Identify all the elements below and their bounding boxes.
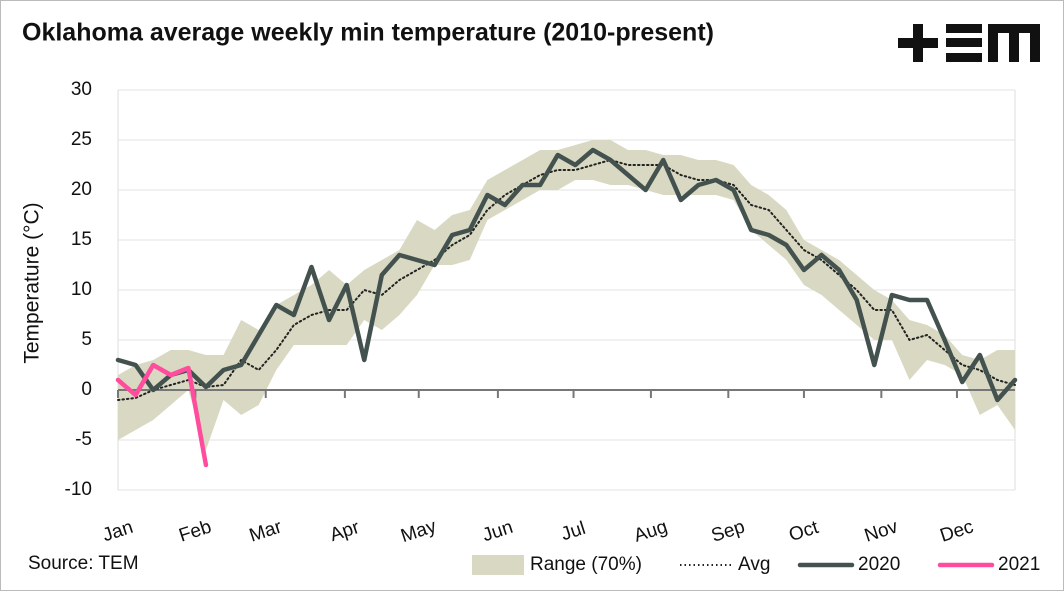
logo xyxy=(898,24,1040,62)
series-line xyxy=(115,362,209,468)
y-tick-label: 0 xyxy=(81,379,92,400)
legend-label: 2020 xyxy=(858,554,900,575)
legend-label: Avg xyxy=(738,554,770,575)
y-tick-label: 20 xyxy=(71,179,92,200)
y-tick-label: 15 xyxy=(71,229,92,250)
y-tick-label: 25 xyxy=(71,129,92,150)
source: Source: TEM xyxy=(28,553,139,574)
range-band xyxy=(118,140,1015,450)
y-axis-label: Temperature (°C) xyxy=(21,202,44,363)
legend-label: 2021 xyxy=(998,554,1040,575)
legend-label: Range (70%) xyxy=(530,554,642,575)
y-tick-label: -10 xyxy=(65,479,92,500)
y-tick-label: 30 xyxy=(71,79,92,100)
chart-title: Oklahoma average weekly min temperature … xyxy=(22,19,714,47)
y-tick-label: 10 xyxy=(71,279,92,300)
series-line xyxy=(115,147,1018,403)
legend-swatch xyxy=(472,555,524,575)
y-tick-label: 5 xyxy=(81,329,92,350)
y-tick-label: -5 xyxy=(75,429,92,450)
